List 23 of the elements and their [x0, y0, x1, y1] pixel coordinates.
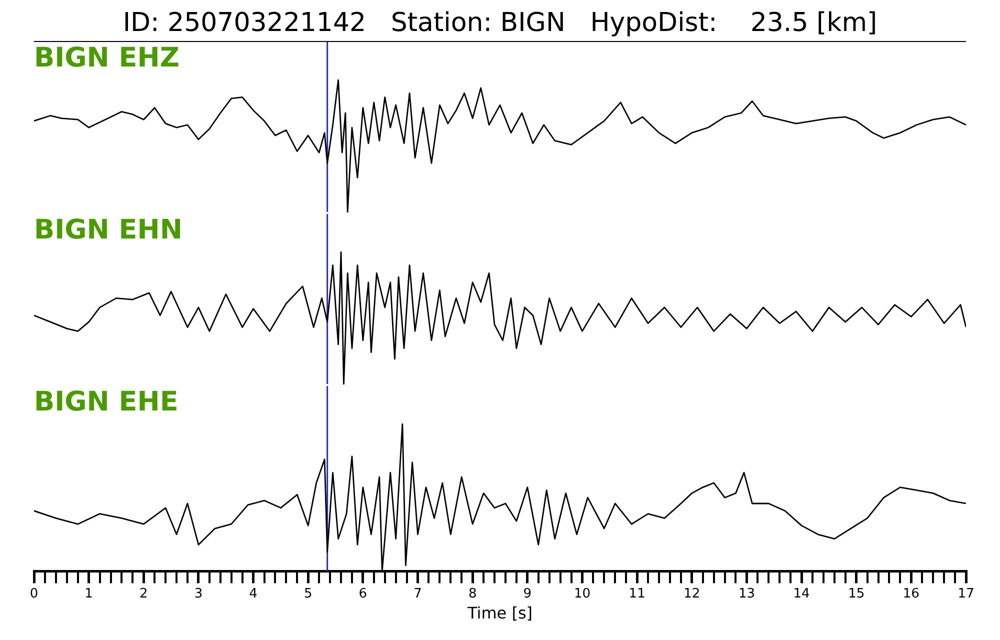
series-label: BIGN EHN — [34, 214, 182, 246]
x-tick-label: 16 — [902, 586, 920, 602]
text: BIGN EHE — [34, 386, 178, 418]
x-tick-label: 13 — [738, 586, 755, 602]
x-tick-label: 9 — [523, 586, 532, 602]
x-tick-label: 14 — [793, 586, 810, 602]
x-tick-label: 5 — [304, 586, 312, 602]
x-axis-title: Time [s] — [466, 604, 533, 623]
x-tick-label: 17 — [958, 586, 974, 602]
x-tick-label: 8 — [468, 586, 477, 602]
chart-title: ID: 250703221142 Station: BIGN HypoDist: 23.5 [km] — [34, 8, 966, 42]
x-tick-label: 10 — [574, 586, 591, 602]
x-tick-label: 4 — [249, 586, 258, 602]
x-tick-label: 0 — [30, 586, 38, 602]
x-tick-label: 11 — [628, 586, 646, 602]
x-tick-label: 7 — [414, 586, 422, 602]
x-tick-label: 6 — [358, 586, 368, 602]
x-tick-label: 12 — [684, 586, 700, 602]
x-tick-label: 3 — [194, 586, 203, 602]
series-label: BIGN EHZ — [34, 42, 180, 74]
x-tick-label: 1 — [84, 586, 93, 602]
x-tick-label: 15 — [848, 586, 865, 602]
x-tick-label: 2 — [140, 586, 148, 602]
